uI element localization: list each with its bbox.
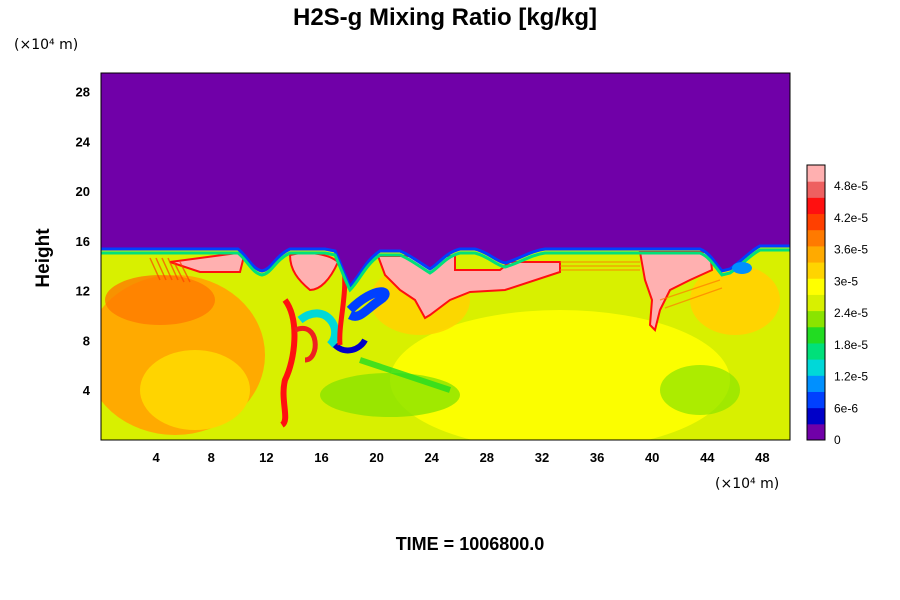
colorbar-frame: [806, 164, 826, 441]
field-red-ring: [294, 325, 318, 363]
colorbar-labels: 0 6e-6 1.2e-5 1.8e-5 2.4e-5 3e-5 3.6e-5 4.2e-5 4…: [834, 179, 868, 447]
field-fringes-right: [560, 261, 723, 309]
colorbar-swatch: [807, 310, 825, 328]
colorbar-label: 1.2e-5: [834, 370, 868, 384]
x-tick-label: 12: [259, 450, 273, 465]
field-blue-swirl: [346, 287, 390, 321]
x-tick-label: 28: [480, 450, 494, 465]
field-interface-green: [101, 248, 790, 293]
y-axis-ticks: 4 8 12 16 20 24 28: [76, 85, 91, 399]
y-tick-label: 24: [76, 134, 91, 149]
x-tick-label: 16: [314, 450, 328, 465]
colorbar-swatch: [807, 213, 825, 231]
colorbar-swatch: [807, 262, 825, 279]
x-tick-label: 40: [645, 450, 659, 465]
field-upper-purple: [101, 73, 790, 285]
colorbar: [806, 164, 826, 441]
x-tick-label: 36: [590, 450, 604, 465]
colorbar-swatch: [807, 342, 825, 360]
field-green-mid: [320, 373, 460, 417]
x-tick-label: 44: [700, 450, 715, 465]
y-tick-label: 20: [76, 184, 90, 199]
colorbar-swatch: [807, 165, 825, 182]
field-orange-inner: [140, 350, 250, 430]
colorbar-label: 6e-6: [834, 401, 858, 415]
colorbar-swatch: [807, 229, 825, 247]
y-tick-label: 8: [83, 334, 90, 349]
y-tick-label: 12: [76, 284, 90, 299]
field-red-streak: [279, 298, 298, 428]
field-green-right: [660, 365, 740, 415]
x-tick-label: 4: [152, 450, 160, 465]
colorbar-swatch: [807, 423, 825, 441]
field-orange-band: [105, 275, 215, 325]
y-tick-label: 4: [83, 383, 91, 398]
colorbar-label: 3e-5: [834, 274, 858, 288]
colorbar-swatch: [807, 391, 825, 409]
colorbar-swatch: [807, 407, 825, 425]
colorbar-label: 4.2e-5: [834, 211, 868, 225]
x-tick-label: 24: [424, 450, 439, 465]
colorbar-swatch: [807, 359, 825, 376]
x-tick-label: 48: [755, 450, 769, 465]
colorbar-label: 0: [834, 433, 841, 447]
y-tick-label: 16: [76, 234, 90, 249]
y-tick-label: 28: [76, 85, 90, 100]
field-pink-left: [169, 250, 247, 273]
colorbar-swatch: [807, 375, 825, 392]
field-blue-blob-right: [732, 262, 752, 274]
x-tick-label: 20: [369, 450, 383, 465]
y-axis-unit: (×10⁴ m): [14, 37, 78, 53]
colorbar-swatch: [807, 326, 825, 344]
field-pink-big: [376, 255, 561, 320]
colorbar-swatch: [807, 278, 825, 295]
field-green-swirl: [359, 357, 451, 393]
plot-frame: [100, 72, 791, 441]
field-interface-blue: [101, 244, 790, 289]
chart-title: H2S-g Mixing Ratio [kg/kg]: [293, 4, 597, 31]
field-cyan-swirl: [297, 309, 340, 348]
x-tick-label: 8: [208, 450, 215, 465]
x-tick-label: 32: [535, 450, 549, 465]
colorbar-label: 2.4e-5: [834, 306, 868, 320]
y-axis-label: Height: [33, 228, 54, 288]
field-blue-lower: [332, 338, 368, 354]
colorbar-label: 4.8e-5: [834, 179, 868, 193]
field-yellow-right: [390, 310, 730, 440]
time-label: TIME = 1006800.0: [396, 534, 545, 554]
x-axis-unit: (×10⁴ m): [715, 476, 779, 492]
field-fringes-left: [149, 257, 191, 283]
colorbar-swatch: [807, 197, 825, 215]
field-orange-right: [690, 265, 780, 335]
x-axis-ticks: 4 8 12 16 20 24 28 32 36 40 44 48: [152, 450, 769, 465]
colorbar-label: 3.6e-5: [834, 243, 868, 257]
colorbar-label: 1.8e-5: [834, 338, 868, 352]
colorbar-swatch: [807, 294, 825, 312]
colorbar-swatch: [807, 181, 825, 198]
colorbar-swatch: [807, 245, 825, 263]
plot-area: [101, 73, 790, 440]
